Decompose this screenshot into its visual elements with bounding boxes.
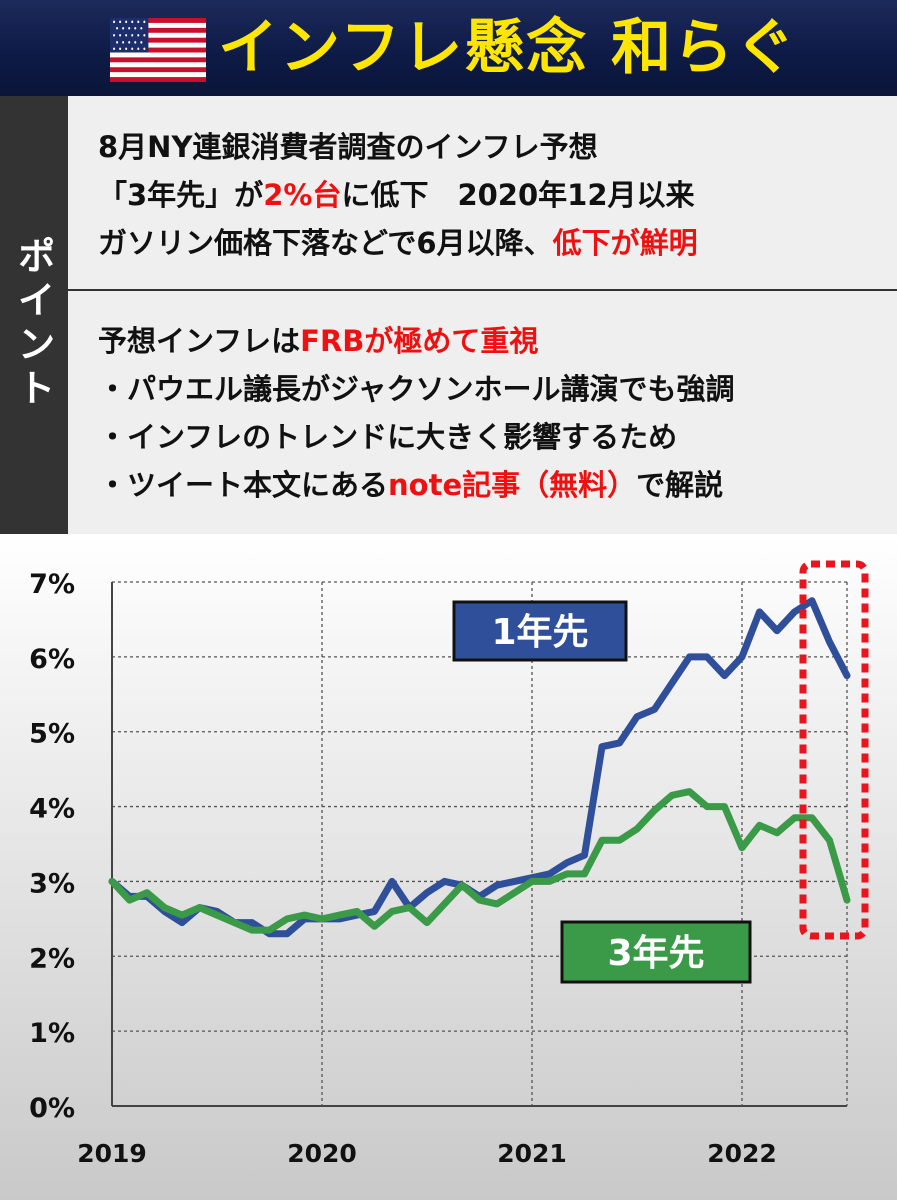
series-line-2: [108, 788, 851, 934]
highlight-box: [799, 560, 869, 940]
point-text: で解説: [636, 468, 724, 502]
point-text: ・パウエル議長がジャクソンホール講演でも強調: [98, 372, 735, 406]
y-tick-label: 1%: [29, 1018, 75, 1049]
point-text: 予想インフレは: [98, 324, 301, 358]
y-tick-label: 3%: [29, 868, 75, 899]
point-line: 8月NY連銀消費者調査のインフレ予想: [98, 124, 598, 166]
point-line: ・パウエル議長がジャクソンホール講演でも強調: [98, 366, 735, 408]
us-flag-icon: [110, 18, 206, 82]
point-text: ・インフレのトレンドに大きく影響するため: [98, 420, 678, 454]
y-tick-label: 7%: [29, 569, 75, 600]
line-chart: 0% 1% 2% 3% 4% 5% 6% 7% 2019 2020 2021 2022 1年先 3年先: [0, 534, 897, 1200]
side-panel: ポイント: [0, 96, 66, 534]
highlight-text: FRBが極めて重視: [300, 324, 539, 358]
series-label: 3年先: [607, 933, 704, 974]
chart-background: [0, 534, 897, 1200]
point-line: ガソリン価格下落などで6月以降、低下が鮮明: [98, 220, 698, 262]
x-tick-label: 2020: [287, 1139, 357, 1168]
y-tick-label: 4%: [29, 794, 75, 825]
page-title: インフレ懸念 和らぐ: [218, 13, 798, 83]
x-tick-label: 2022: [707, 1139, 777, 1168]
point-line: ・インフレのトレンドに大きく影響するため: [98, 414, 677, 456]
point-text: 8月NY連銀消費者調査のインフレ予想: [98, 130, 598, 164]
point-text: ・ツイート本文にある: [98, 468, 389, 502]
series-label: 1年先: [491, 612, 588, 653]
series-label-box: [452, 600, 628, 662]
highlight-text: note記事（無料）: [388, 468, 637, 502]
point-line: ・ツイート本文にあるnote記事（無料）で解説: [98, 462, 723, 504]
vertical-divider: [66, 96, 68, 534]
series-label-box: [560, 920, 752, 984]
y-tick-label: 5%: [29, 719, 75, 750]
point-text: に低下 2020年12月以来: [341, 178, 695, 212]
x-tick-label: 2019: [77, 1139, 147, 1168]
point-line: 予想インフレはFRBが極めて重視: [98, 318, 538, 360]
section-divider: [66, 289, 897, 291]
y-tick-label: 0%: [29, 1093, 75, 1124]
y-tick-label: 6%: [29, 644, 75, 675]
highlight-text: 2%台: [263, 178, 342, 212]
points-panel: ポイント 8月NY連銀消費者調査のインフレ予想 「3年先」が2%台に低下 2020…: [0, 96, 897, 534]
point-text: 「3年先」が: [98, 178, 264, 212]
highlight-text: 低下が鮮明: [552, 226, 698, 260]
header-banner: インフレ懸念 和らぐ: [0, 0, 897, 96]
y-tick-label: 2%: [29, 943, 75, 974]
point-line: 「3年先」が2%台に低下 2020年12月以来: [98, 172, 695, 214]
point-text: ガソリン価格下落などで6月以降、: [98, 226, 553, 260]
side-label: ポイント: [11, 236, 55, 412]
chart-svg: 0% 1% 2% 3% 4% 5% 6% 7% 2019 2020 2021 2022 1年先 3年先: [0, 534, 897, 1200]
x-tick-label: 2021: [497, 1139, 567, 1168]
